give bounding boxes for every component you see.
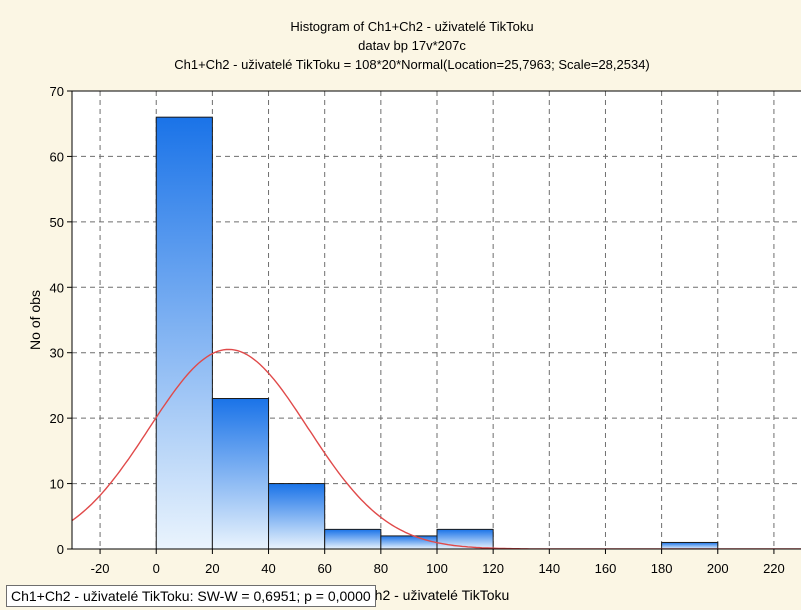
y-tick-label: 40 (50, 280, 64, 295)
x-tick-label: 40 (261, 561, 275, 576)
y-tick-label: 10 (50, 477, 64, 492)
y-tick-label: 50 (50, 215, 64, 230)
x-tick-label: 20 (205, 561, 219, 576)
y-axis-title: No of obs (27, 290, 43, 350)
x-tick-label: 100 (426, 561, 448, 576)
chart-title-line-2: datav bp 17v*207c (358, 38, 466, 53)
x-tick-label: 140 (538, 561, 560, 576)
histogram-bar (380, 535, 438, 550)
y-tick-label: 60 (50, 149, 64, 164)
x-tick-label: 160 (595, 561, 617, 576)
histogram-bar (324, 528, 382, 550)
y-tick-label: 30 (50, 346, 64, 361)
histogram-bar (661, 541, 719, 550)
x-tick-label: -20 (91, 561, 110, 576)
histogram-bar (268, 483, 326, 550)
x-tick-label: 120 (482, 561, 504, 576)
x-tick-label: 0 (153, 561, 160, 576)
chart-title-line-1: Histogram of Ch1+Ch2 - uživatelé TikToku (290, 19, 533, 34)
x-tick-label: 80 (374, 561, 388, 576)
x-tick-label: 220 (763, 561, 785, 576)
y-tick-label: 0 (57, 542, 64, 557)
x-tick-label: 200 (707, 561, 729, 576)
x-tick-label: 180 (651, 561, 673, 576)
x-tick-label: 60 (317, 561, 331, 576)
histogram-bar (155, 116, 213, 550)
histogram-bar (211, 398, 270, 550)
axes: 0 10 20 30 40 50 60 70 -20 0 20 40 60 80 100 120 140 160 1… (50, 84, 785, 576)
normality-test-legend: Ch1+Ch2 - uživatelé TikToku: SW-W = 0,69… (6, 585, 376, 607)
chart-title-line-3: Ch1+Ch2 - uživatelé TikToku = 108*20*Nor… (174, 57, 650, 72)
chart-title: Histogram of Ch1+Ch2 - uživatelé TikToku… (174, 19, 650, 72)
histogram-bars (155, 116, 719, 550)
y-tick-label: 20 (50, 411, 64, 426)
y-tick-label: 70 (50, 84, 64, 99)
normal-fit-curve (72, 348, 801, 549)
